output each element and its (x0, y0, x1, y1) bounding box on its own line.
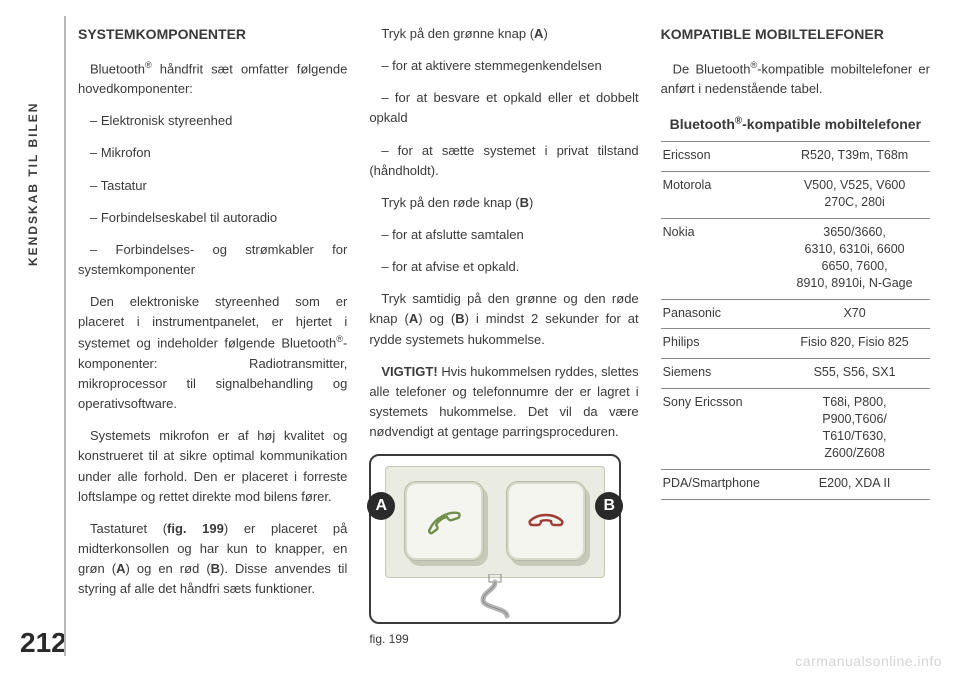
table-row: Siemens S55, S56, SX1 (661, 359, 930, 389)
brand-cell: Ericsson (661, 142, 780, 172)
col1-para-keypad: Tastaturet (fig. 199) er placeret på mid… (78, 519, 347, 600)
col2-green-btn: Tryk på den grønne knap (A) (369, 24, 638, 44)
figure-199: A B (369, 454, 638, 649)
button-a-ref: A (409, 311, 418, 326)
models-cell: 3650/3660,6310, 6310i, 66006650, 7600,89… (779, 219, 930, 300)
figure-label-b: B (595, 492, 623, 520)
brand-cell: PDA/Smartphone (661, 469, 780, 499)
col3-para-intro: De Bluetooth®-kompatible mobiltelefoner … (661, 58, 930, 100)
text: -kompatible mobiltelefoner (742, 116, 921, 132)
heading-kompatible: KOMPATIBLE MOBILTELEFONER (661, 24, 930, 46)
models-cell: S55, S56, SX1 (779, 359, 930, 389)
watermark: carmanualsonline.info (795, 653, 942, 669)
col1-li4: – Forbindelseskabel til autoradio (78, 208, 347, 228)
button-b-ref: B (455, 311, 464, 326)
important-label: VIGTIGT! (381, 364, 437, 379)
compat-table: Ericsson R520, T39m, T68m Motorola V500,… (661, 141, 930, 499)
figure-panel (385, 466, 605, 578)
col1-li5: – Forbindelses- og strømkabler for syste… (78, 240, 347, 280)
brand-cell: Motorola (661, 172, 780, 219)
column-1: SYSTEMKOMPONENTER Bluetooth® håndfrit sæ… (78, 24, 347, 657)
col2-li4: – for at afslutte samtalen (369, 225, 638, 245)
text: Tryk på den grønne knap ( (381, 26, 534, 41)
text: ) og ( (418, 311, 455, 326)
button-b-ref: B (211, 561, 220, 576)
brand-cell: Philips (661, 329, 780, 359)
button-b-ref: B (520, 195, 529, 210)
col2-li2: – for at besvare et opkald eller et dobb… (369, 88, 638, 128)
figure-green-button (404, 481, 484, 561)
registered-mark: ® (145, 60, 152, 70)
text: ) (529, 195, 533, 210)
text: Bluetooth (90, 61, 145, 76)
text: Den elektroniske styreenhed som er place… (78, 294, 347, 351)
col2-li1: – for at aktivere stemmegenkendelsen (369, 56, 638, 76)
col2-li3: – for at sætte systemet i privat tilstan… (369, 141, 638, 181)
col1-li3: – Tastatur (78, 176, 347, 196)
figure-red-button (506, 481, 586, 561)
models-cell: V500, V525, V600270C, 280i (779, 172, 930, 219)
table-row: Sony Ericsson T68i, P800,P900,T606/T610/… (661, 389, 930, 470)
col1-para-intro: Bluetooth® håndfrit sæt omfatter følgend… (78, 58, 347, 100)
brand-cell: Nokia (661, 219, 780, 300)
text: Tastaturet ( (90, 521, 167, 536)
figure-caption: fig. 199 (369, 630, 638, 649)
table-title: Bluetooth®-kompatible mobiltelefoner (661, 115, 930, 133)
text: ) og en rød ( (125, 561, 210, 576)
text: Bluetooth (670, 116, 735, 132)
models-cell: R520, T39m, T68m (779, 142, 930, 172)
table-row: Motorola V500, V525, V600270C, 280i (661, 172, 930, 219)
figure-frame: A B (369, 454, 621, 624)
table-row: PDA/Smartphone E200, XDA II (661, 469, 930, 499)
col1-para-control-unit: Den elektroniske styreenhed som er place… (78, 292, 347, 414)
heading-systemkomponenter: SYSTEMKOMPONENTER (78, 24, 347, 46)
side-tab: KENDSKAB TIL BILEN (26, 16, 46, 266)
page-number: 212 (20, 627, 67, 659)
phone-hangup-icon (524, 499, 568, 543)
table-row: Philips Fisio 820, Fisio 825 (661, 329, 930, 359)
phone-pickup-icon (422, 499, 466, 543)
column-3: KOMPATIBLE MOBILTELEFONER De Bluetooth®-… (661, 24, 930, 657)
models-cell: Fisio 820, Fisio 825 (779, 329, 930, 359)
side-tab-label: KENDSKAB TIL BILEN (26, 16, 40, 266)
text: ) (543, 26, 547, 41)
column-2: Tryk på den grønne knap (A) – for at akt… (369, 24, 638, 657)
models-cell: T68i, P800,P900,T606/T610/T630,Z600/Z608 (779, 389, 930, 470)
table-row: Ericsson R520, T39m, T68m (661, 142, 930, 172)
brand-cell: Panasonic (661, 299, 780, 329)
brand-cell: Sony Ericsson (661, 389, 780, 470)
content-columns: SYSTEMKOMPONENTER Bluetooth® håndfrit sæ… (78, 24, 930, 657)
registered-mark: ® (336, 334, 343, 344)
figure-cable-icon (475, 574, 515, 620)
models-cell: X70 (779, 299, 930, 329)
col2-li5: – for at afvise et opkald. (369, 257, 638, 277)
table-row: Panasonic X70 (661, 299, 930, 329)
text: De Bluetooth (673, 61, 751, 76)
col2-red-btn: Tryk på den røde knap (B) (369, 193, 638, 213)
brand-cell: Siemens (661, 359, 780, 389)
col1-li1: – Elektronisk styreenhed (78, 111, 347, 131)
col1-li2: – Mikrofon (78, 143, 347, 163)
models-cell: E200, XDA II (779, 469, 930, 499)
vertical-separator (64, 16, 66, 656)
table-row: Nokia 3650/3660,6310, 6310i, 66006650, 7… (661, 219, 930, 300)
col2-important: VIGTIGT! Hvis hukommelsen ryddes, slette… (369, 362, 638, 443)
col2-clear-memory: Tryk samtidig på den grønne og den røde … (369, 289, 638, 349)
manual-page: KENDSKAB TIL BILEN 212 SYSTEMKOMPONENTER… (0, 0, 960, 677)
fig-ref: fig. 199 (167, 521, 224, 536)
col1-para-mic: Systemets mikrofon er af høj kvalitet og… (78, 426, 347, 507)
text: Tryk på den røde knap ( (381, 195, 519, 210)
